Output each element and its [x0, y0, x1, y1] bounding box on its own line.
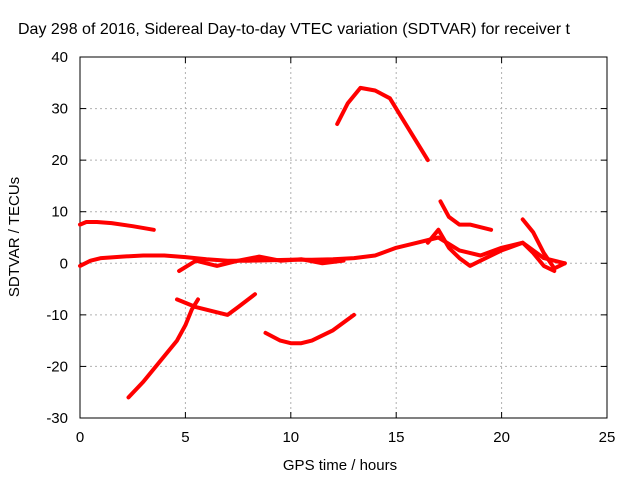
series-line-arc-9 [520, 217, 567, 271]
x-tick-label: 10 [282, 429, 299, 446]
series-line-arc-7 [438, 199, 494, 232]
y-tick-label: 0 [60, 255, 68, 272]
grid-layer [80, 57, 607, 418]
chart-title: Day 298 of 2016, Sidereal Day-to-day VTE… [18, 21, 570, 38]
series-line-arc-5 [263, 312, 356, 346]
series-line-arc-10 [177, 254, 346, 273]
y-tick-label: 20 [51, 152, 68, 169]
y-tick-label: 10 [51, 204, 68, 221]
x-tick-label: 5 [181, 429, 189, 446]
series-line-arc-3 [126, 297, 200, 400]
x-tick-label: 0 [76, 429, 84, 446]
series-line-arc-6 [335, 85, 430, 163]
y-tick-label: 40 [51, 49, 68, 66]
x-tick-label: 15 [388, 429, 405, 446]
series-line-arc-4 [175, 292, 257, 317]
x-tick-label: 20 [493, 429, 510, 446]
series-line-arc-8 [425, 227, 557, 273]
x-axis-label: GPS time / hours [283, 457, 397, 474]
series-layer [78, 85, 567, 400]
series-line-arc-1 [78, 220, 156, 232]
y-tick-label: 30 [51, 101, 68, 118]
y-axis-label: SDTVAR / TECUs [6, 177, 23, 297]
plot-frame [79, 56, 608, 419]
x-tick-label: 25 [599, 429, 616, 446]
y-tick-label: -10 [46, 307, 68, 324]
tick-layer: 0 5 10 15 20 25 -30 -20 -10 0 10 20 30 40 [46, 49, 615, 446]
y-tick-label: -30 [46, 410, 68, 427]
y-tick-label: -20 [46, 358, 68, 375]
